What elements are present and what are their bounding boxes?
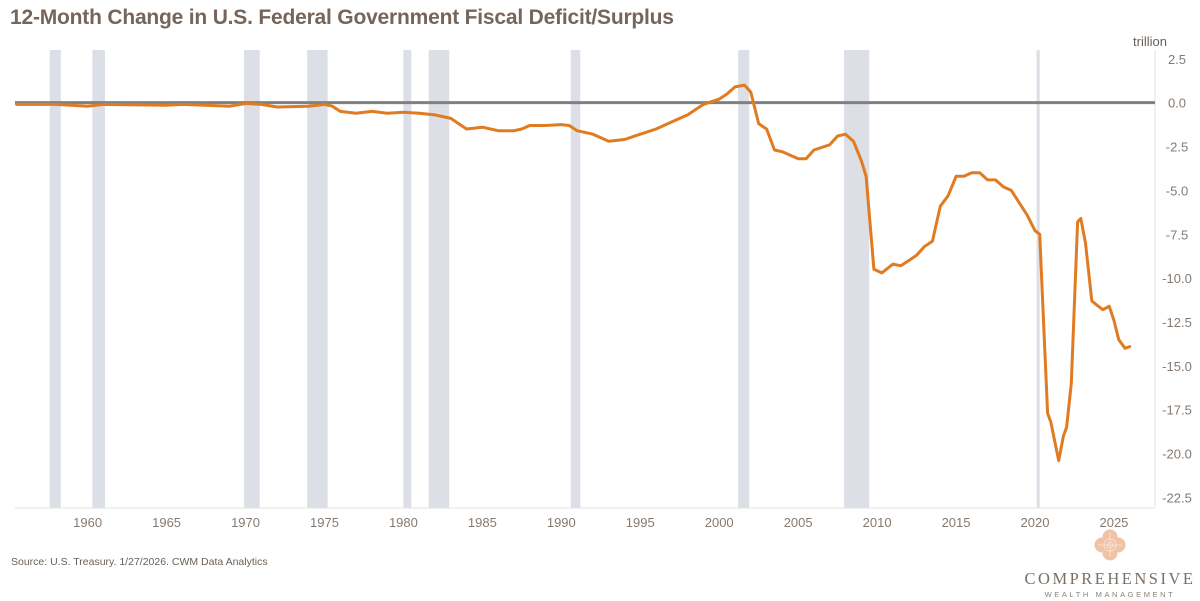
quatrefoil-logo-icon [1094, 529, 1126, 561]
y-tick-label: -5.0 [1166, 183, 1188, 198]
recession-band [403, 50, 412, 508]
recession-band [243, 50, 260, 508]
recession-band [49, 50, 61, 508]
x-tick-label: 2000 [705, 515, 734, 530]
x-tick-label: 1965 [152, 515, 181, 530]
y-axis-label: trillion [1133, 34, 1167, 49]
y-tick-label: -22.5 [1162, 490, 1192, 505]
logo-name: COMPREHENSIVE [1024, 569, 1196, 588]
y-tick-label: -17.5 [1162, 403, 1192, 418]
chart-title: 12-Month Change in U.S. Federal Governme… [10, 6, 674, 29]
x-tick-label: 2005 [784, 515, 813, 530]
x-tick-label: 1975 [310, 515, 339, 530]
company-logo: COMPREHENSIVE WEALTH MANAGEMENT [1020, 528, 1200, 599]
recession-band [843, 50, 870, 508]
y-tick-label: -15.0 [1162, 359, 1192, 374]
y-tick-label: -10.0 [1162, 271, 1192, 286]
recession-band [92, 50, 105, 508]
x-tick-label: 1970 [231, 515, 260, 530]
y-tick-label: -2.5 [1166, 140, 1188, 155]
y-tick-label: 2.5 [1168, 52, 1186, 67]
recession-band [1036, 50, 1040, 508]
recession-band [428, 50, 450, 508]
x-tick-label: 1995 [626, 515, 655, 530]
x-tick-label: 2015 [942, 515, 971, 530]
y-tick-label: -12.5 [1162, 315, 1192, 330]
recession-band [570, 50, 581, 508]
y-tick-label: -7.5 [1166, 227, 1188, 242]
x-tick-label: 2020 [1021, 515, 1050, 530]
x-tick-label: 1960 [73, 515, 102, 530]
logo-subtitle: WEALTH MANAGEMENT [1044, 590, 1176, 599]
source-note: Source: U.S. Treasury. 1/27/2026. CWM Da… [11, 556, 268, 568]
x-tick-label: 1985 [468, 515, 497, 530]
x-tick-label: 2010 [863, 515, 892, 530]
x-tick-label: 1980 [389, 515, 418, 530]
y-tick-label: -20.0 [1162, 447, 1192, 462]
recession-band [307, 50, 328, 508]
x-tick-label: 1990 [547, 515, 576, 530]
deficit-line [15, 83, 1132, 463]
x-tick-label: 2025 [1099, 515, 1128, 530]
y-tick-label: 0.0 [1168, 96, 1186, 111]
recession-band [738, 50, 750, 508]
